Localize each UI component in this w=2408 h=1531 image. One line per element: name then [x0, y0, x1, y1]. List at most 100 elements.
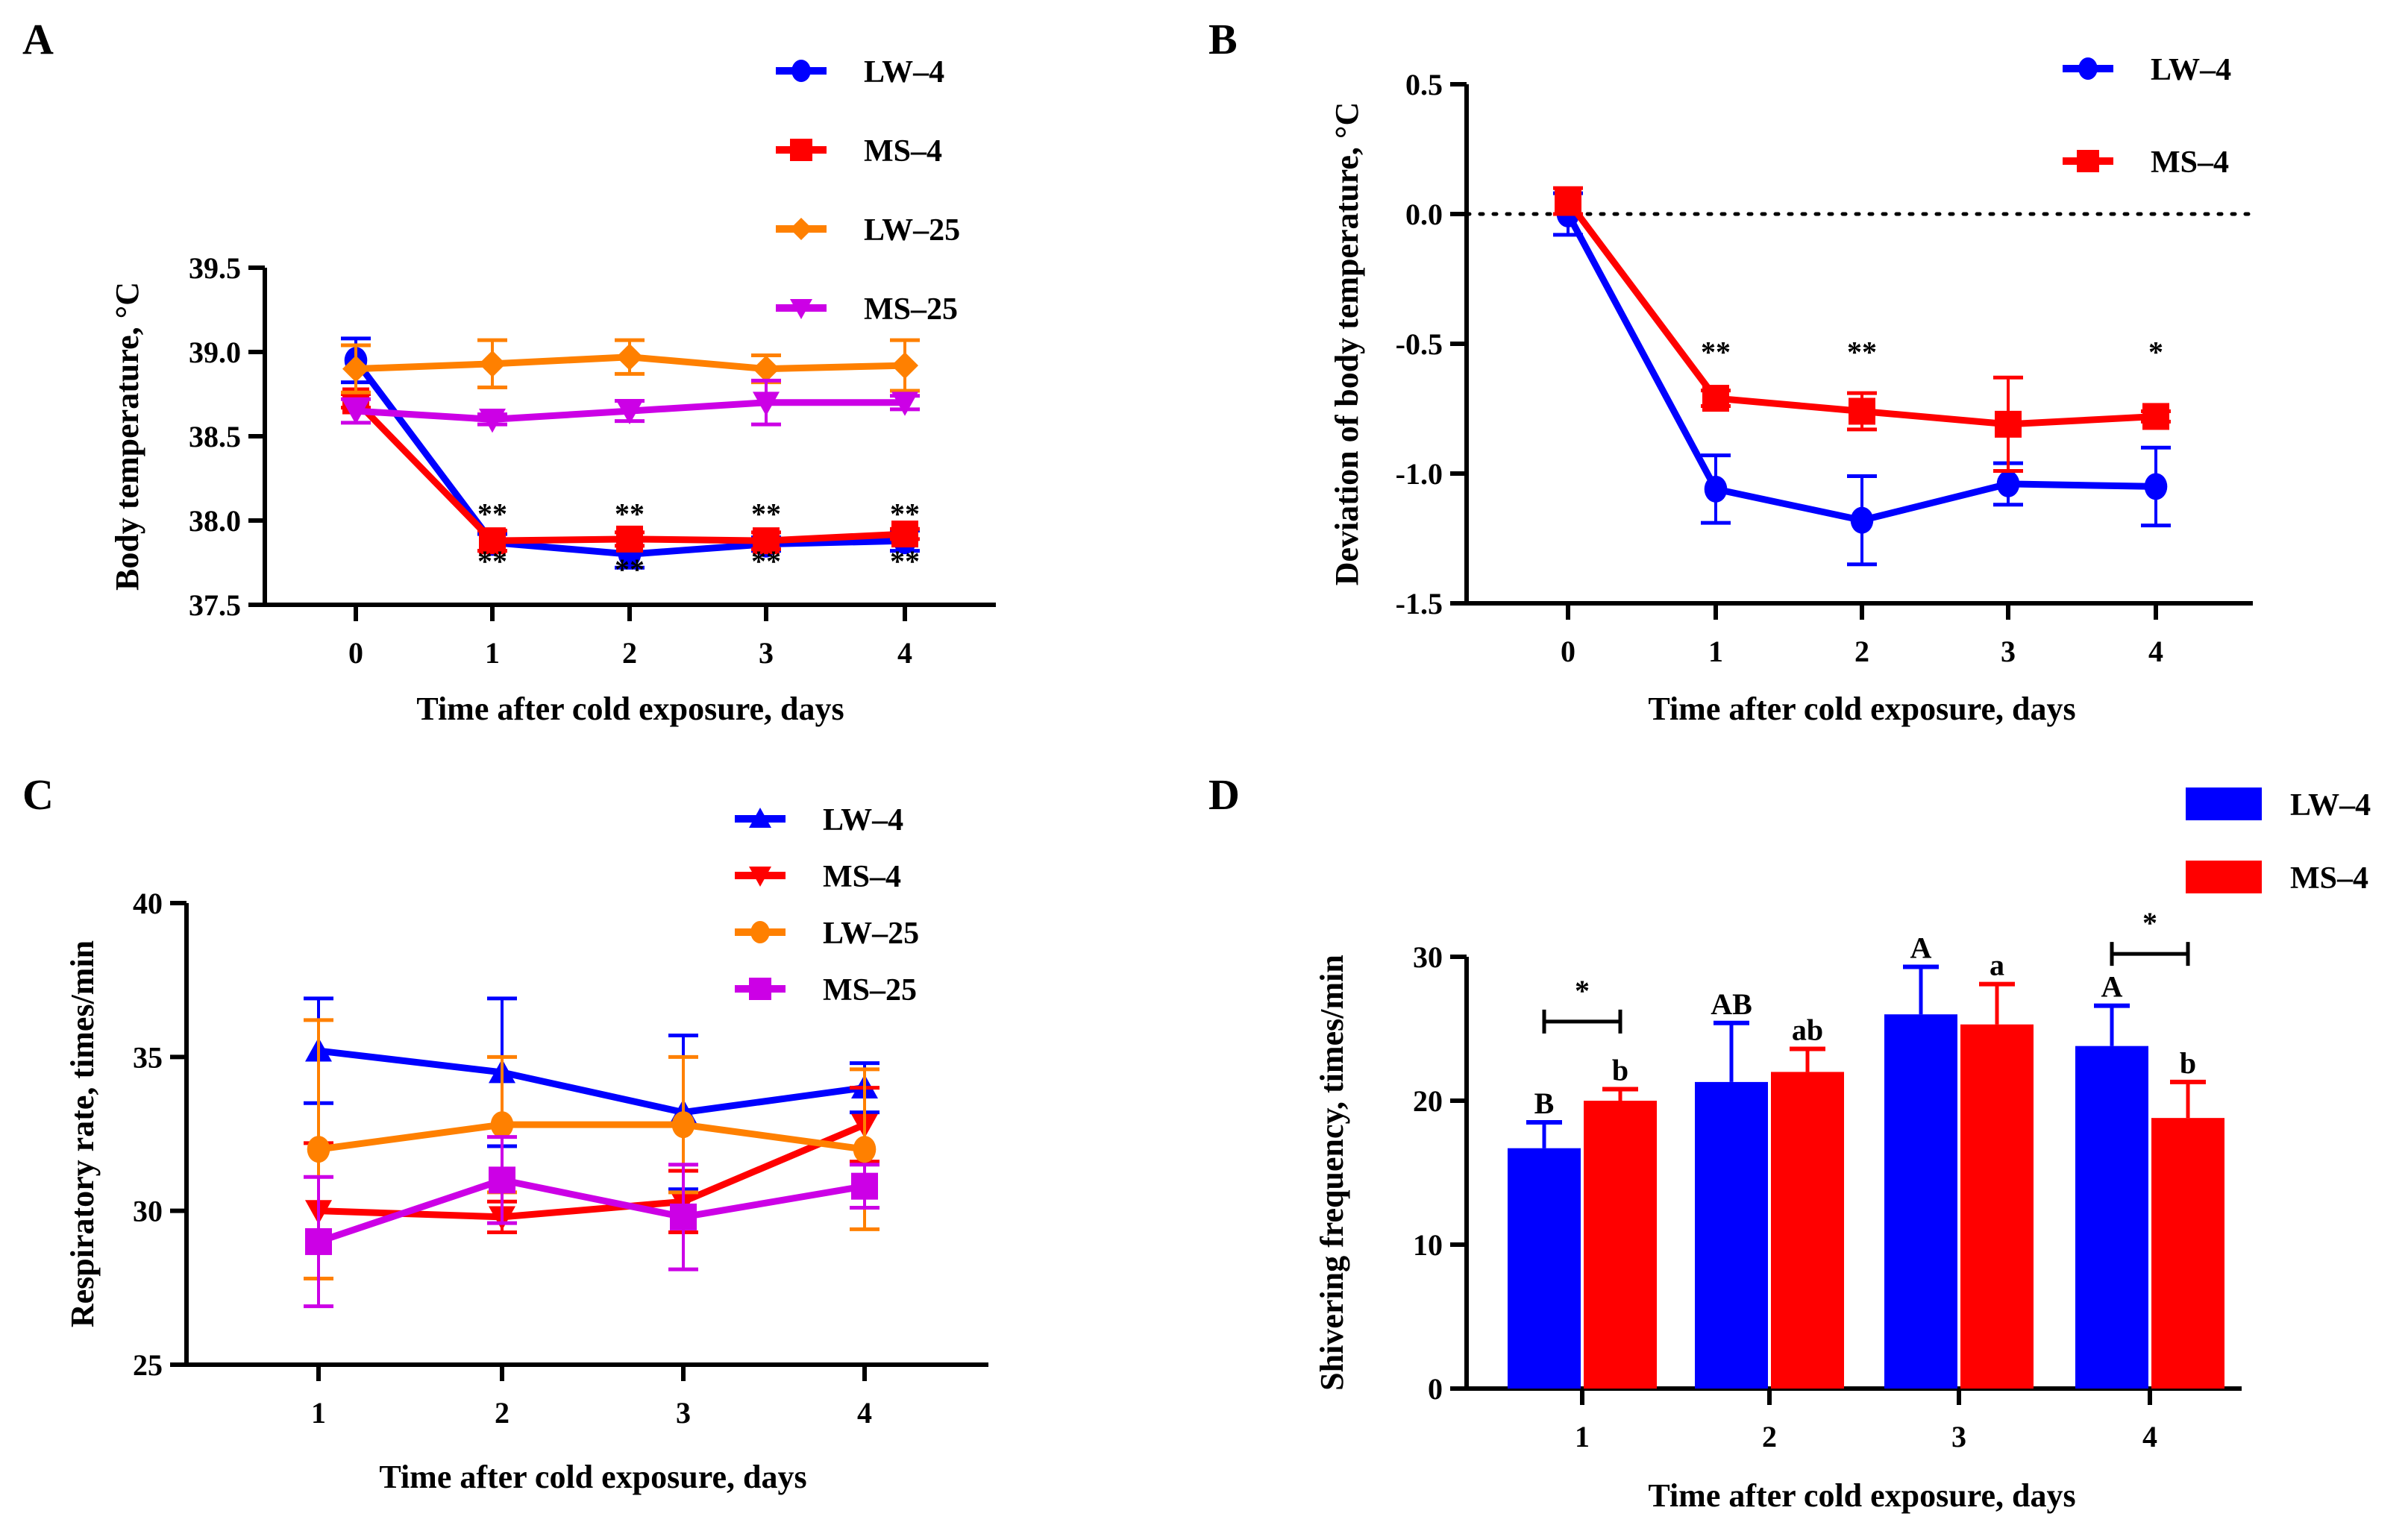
x-tick-label: 0: [348, 636, 363, 670]
series-lw-25: [341, 338, 920, 394]
legend-marker-icon: [2077, 150, 2099, 172]
series-ms-25: [304, 1135, 880, 1309]
data-point: [616, 400, 643, 425]
legend-item: LW–4: [2186, 787, 2371, 823]
x-tick-label: 4: [857, 1396, 872, 1430]
legend-label: LW–4: [2151, 53, 2231, 87]
legend-item: LW–4: [776, 55, 944, 89]
series-ms-4: [1553, 186, 2171, 474]
significance-marker: *: [2148, 335, 2163, 368]
data-point: [1849, 397, 1875, 425]
series-lw-4: [1553, 191, 2171, 567]
legend-item: LW–25: [776, 213, 960, 248]
legend-item: LW–25: [735, 917, 919, 951]
data-point: [753, 355, 780, 383]
legend-marker-icon: [790, 139, 812, 161]
legend-marker-icon: [2078, 57, 2098, 80]
significance-marker: **: [615, 497, 645, 531]
group-letter: A: [1910, 931, 1932, 965]
panel-a-body-temperature-chart: 37.5 38.0 38.5 39.0 39.5 0 1 2 3 4 Time after cold…: [109, 55, 996, 727]
data-point: [753, 392, 780, 416]
legend-item: MS–4: [776, 134, 942, 169]
y-tick-label: 10: [1413, 1228, 1443, 1262]
data-point: [479, 350, 506, 377]
series-line: [317, 1176, 865, 1245]
legend-label: LW–25: [823, 917, 919, 951]
x-tick-label: 3: [676, 1396, 691, 1430]
bar: [1960, 1024, 2034, 1389]
x-tick-label: 1: [485, 636, 500, 670]
data-point: [307, 1136, 330, 1163]
y-tick-label: 20: [1413, 1084, 1443, 1118]
group-letter: AB: [1711, 987, 1752, 1021]
legend-item: MS–4: [735, 860, 901, 894]
significance-bracket: *: [1542, 974, 1622, 1034]
legend-marker-icon: [749, 978, 771, 1000]
legend-label: MS–4: [823, 860, 901, 894]
data-point: [1555, 187, 1581, 215]
data-point: [342, 400, 369, 425]
x-tick-label: 1: [1708, 635, 1723, 668]
data-point: [670, 1203, 697, 1230]
significance-marker: **: [477, 544, 507, 578]
group-letter: b: [2180, 1046, 2196, 1080]
data-point: [1995, 410, 2022, 438]
y-tick-label: -0.5: [1396, 327, 1443, 361]
group-letter: B: [1534, 1087, 1555, 1120]
significance-marker: **: [1701, 335, 1731, 368]
y-tick-label: 30: [1413, 940, 1443, 974]
significance-marker: **: [890, 544, 920, 578]
y-tick-label: 38.0: [189, 504, 241, 538]
panel-label-d: D: [1208, 770, 1240, 819]
y-tick-label: 39.0: [189, 336, 241, 369]
data-point: [891, 392, 918, 416]
data-point: [1996, 470, 2020, 497]
x-tick-label: 1: [1575, 1420, 1590, 1453]
legend-label: LW–4: [2290, 788, 2371, 823]
x-tick-label: 1: [311, 1396, 326, 1430]
group-letter: a: [1990, 949, 2004, 982]
significance-bracket: *: [2110, 906, 2190, 966]
legend-swatch-icon: [2186, 861, 2262, 893]
significance-marker: **: [751, 544, 781, 578]
data-point: [753, 527, 780, 555]
legend-marker-icon: [790, 218, 812, 240]
y-tick-label: 39.5: [189, 251, 241, 285]
y-tick-label: 0: [1428, 1372, 1443, 1406]
x-tick-label: 2: [1854, 635, 1869, 668]
bar: [1584, 1101, 1657, 1389]
y-axis-title: Body temperature, °C: [109, 282, 145, 591]
data-point: [342, 355, 369, 383]
legend-label: MS–4: [2290, 861, 2368, 896]
x-tick-label: 0: [1561, 635, 1575, 668]
y-tick-label: 0.0: [1405, 198, 1443, 231]
significance-marker: **: [615, 553, 645, 586]
data-point: [671, 1111, 695, 1139]
legend-label: LW–25: [864, 213, 960, 248]
significance-marker: **: [1847, 335, 1877, 368]
x-tick-label: 4: [2148, 635, 2163, 668]
bar: [1695, 1081, 1768, 1389]
bar: [2075, 1046, 2148, 1389]
bar: [2151, 1118, 2224, 1389]
data-point: [2142, 403, 2169, 430]
legend-item: LW–4: [2063, 53, 2231, 87]
panel-label-c: C: [22, 770, 54, 819]
data-point: [891, 352, 918, 380]
data-point: [853, 1136, 877, 1163]
x-tick-label: 3: [759, 636, 774, 670]
y-tick-label: -1.5: [1396, 587, 1443, 620]
data-point: [851, 1172, 878, 1200]
y-tick-label: 37.5: [189, 588, 241, 622]
x-axis-title: Time after cold exposure, days: [1648, 1477, 2075, 1514]
series-line: [318, 1047, 865, 1116]
data-point: [1702, 385, 1729, 412]
legend-marker-icon: [749, 867, 771, 887]
panel-label-b: B: [1208, 15, 1238, 63]
y-tick-label: 40: [133, 887, 163, 920]
y-tick-label: 38.5: [189, 420, 241, 453]
legend-label: MS–25: [864, 292, 958, 327]
data-point: [616, 525, 643, 553]
